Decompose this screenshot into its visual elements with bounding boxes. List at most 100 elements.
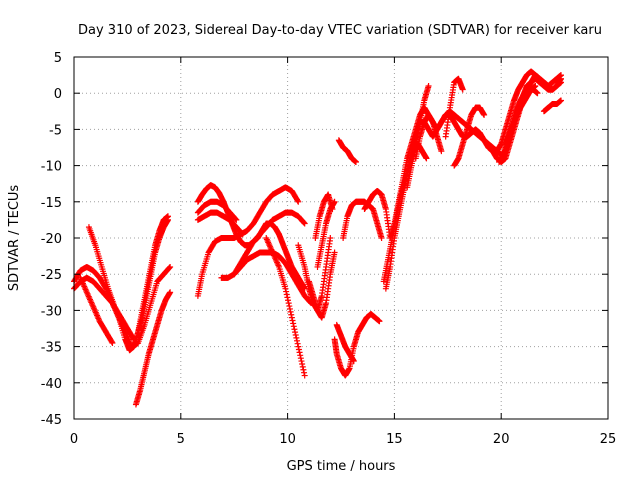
data-point — [293, 337, 300, 344]
data-point — [287, 308, 294, 315]
x-tick-label: 5 — [177, 432, 185, 447]
data-point — [288, 314, 295, 321]
y-tick-label: -5 — [49, 123, 62, 138]
x-tick-labels: 0 5 10 15 20 25 — [70, 432, 616, 447]
data-point — [352, 158, 359, 165]
data-point — [558, 72, 565, 79]
data-point — [301, 372, 308, 379]
series-12 — [263, 235, 308, 379]
data-point — [423, 155, 430, 162]
data-point — [331, 198, 338, 205]
series-3 — [77, 274, 116, 346]
data-point — [438, 148, 445, 155]
data-point — [166, 264, 173, 271]
data-point — [295, 346, 302, 353]
data-point — [290, 320, 297, 327]
data-point — [327, 235, 334, 241]
data-point — [167, 263, 174, 270]
data-point — [232, 216, 239, 223]
series-26 — [442, 75, 466, 140]
data-point — [291, 326, 298, 333]
data-point — [459, 86, 466, 93]
data-point — [296, 349, 303, 356]
data-point — [239, 231, 246, 238]
y-tick-label: -45 — [41, 413, 62, 428]
y-tick-label: -25 — [41, 268, 62, 283]
data-point — [301, 369, 308, 376]
data-point — [289, 317, 296, 324]
y-tick-label: -20 — [41, 232, 62, 247]
data-point — [292, 332, 299, 339]
series-19 — [335, 137, 359, 165]
y-tick-label: -40 — [41, 377, 62, 392]
data-point — [295, 198, 302, 205]
data-point — [290, 323, 297, 330]
data-point — [378, 235, 385, 241]
data-point — [130, 336, 137, 343]
data-point — [376, 318, 383, 325]
series-11 — [231, 209, 308, 278]
data-point — [284, 294, 291, 301]
data-point — [293, 334, 300, 341]
x-tick-label: 15 — [386, 432, 403, 447]
y-tick-label: 0 — [54, 87, 62, 102]
series-17 — [331, 311, 383, 379]
x-tick-label: 25 — [600, 432, 617, 447]
data-point — [285, 297, 292, 304]
x-tick-label: 20 — [493, 432, 510, 447]
series-31 — [502, 82, 539, 147]
data-point — [299, 363, 306, 370]
y-tick-label: -15 — [41, 196, 62, 211]
series-27 — [451, 104, 488, 169]
axis-ticks — [73, 56, 609, 420]
data-point — [288, 311, 295, 318]
y-tick-label: -35 — [41, 341, 62, 356]
data-point — [164, 216, 171, 223]
series-14 — [305, 249, 338, 321]
data-points — [71, 68, 565, 408]
y-tick-label: -10 — [41, 160, 62, 175]
x-axis-label: GPS time / hours — [287, 459, 396, 474]
x-tick-label: 0 — [70, 432, 78, 447]
data-point — [297, 355, 304, 362]
data-point — [299, 360, 306, 367]
chart-title: Day 310 of 2023, Sidereal Day-to-day VTE… — [78, 23, 602, 38]
data-point — [282, 285, 289, 292]
series-5 — [135, 216, 171, 336]
y-tick-labels: -45 -40 -35 -30 -25 -20 -15 -10 -5 0 5 — [41, 51, 62, 428]
data-point — [301, 219, 308, 226]
series-25 — [412, 111, 445, 162]
data-point — [425, 82, 432, 89]
y-tick-label: -30 — [41, 304, 62, 319]
series-21 — [361, 75, 565, 241]
data-point — [130, 335, 137, 342]
data-point — [294, 197, 301, 204]
data-point — [292, 329, 299, 336]
series-9 — [194, 209, 246, 238]
data-point — [301, 220, 308, 227]
data-point — [331, 249, 338, 256]
data-point — [481, 111, 488, 118]
series-20 — [340, 198, 385, 241]
series-24 — [404, 82, 432, 191]
data-point — [283, 291, 290, 298]
series-30 — [540, 97, 565, 115]
data-point — [109, 339, 116, 346]
series-2 — [85, 224, 137, 343]
series-18 — [333, 321, 357, 365]
data-point — [300, 366, 307, 373]
data-point — [286, 303, 293, 310]
series-8 — [194, 198, 240, 223]
data-point — [283, 288, 290, 295]
data-point — [532, 82, 539, 89]
data-point — [285, 300, 292, 307]
data-point — [294, 340, 301, 347]
data-point — [350, 358, 357, 365]
series-28 — [493, 68, 565, 155]
series-29 — [496, 86, 541, 165]
x-tick-label: 10 — [279, 432, 296, 447]
y-tick-label: 5 — [54, 51, 62, 66]
data-point — [297, 352, 304, 359]
data-point — [108, 338, 115, 345]
